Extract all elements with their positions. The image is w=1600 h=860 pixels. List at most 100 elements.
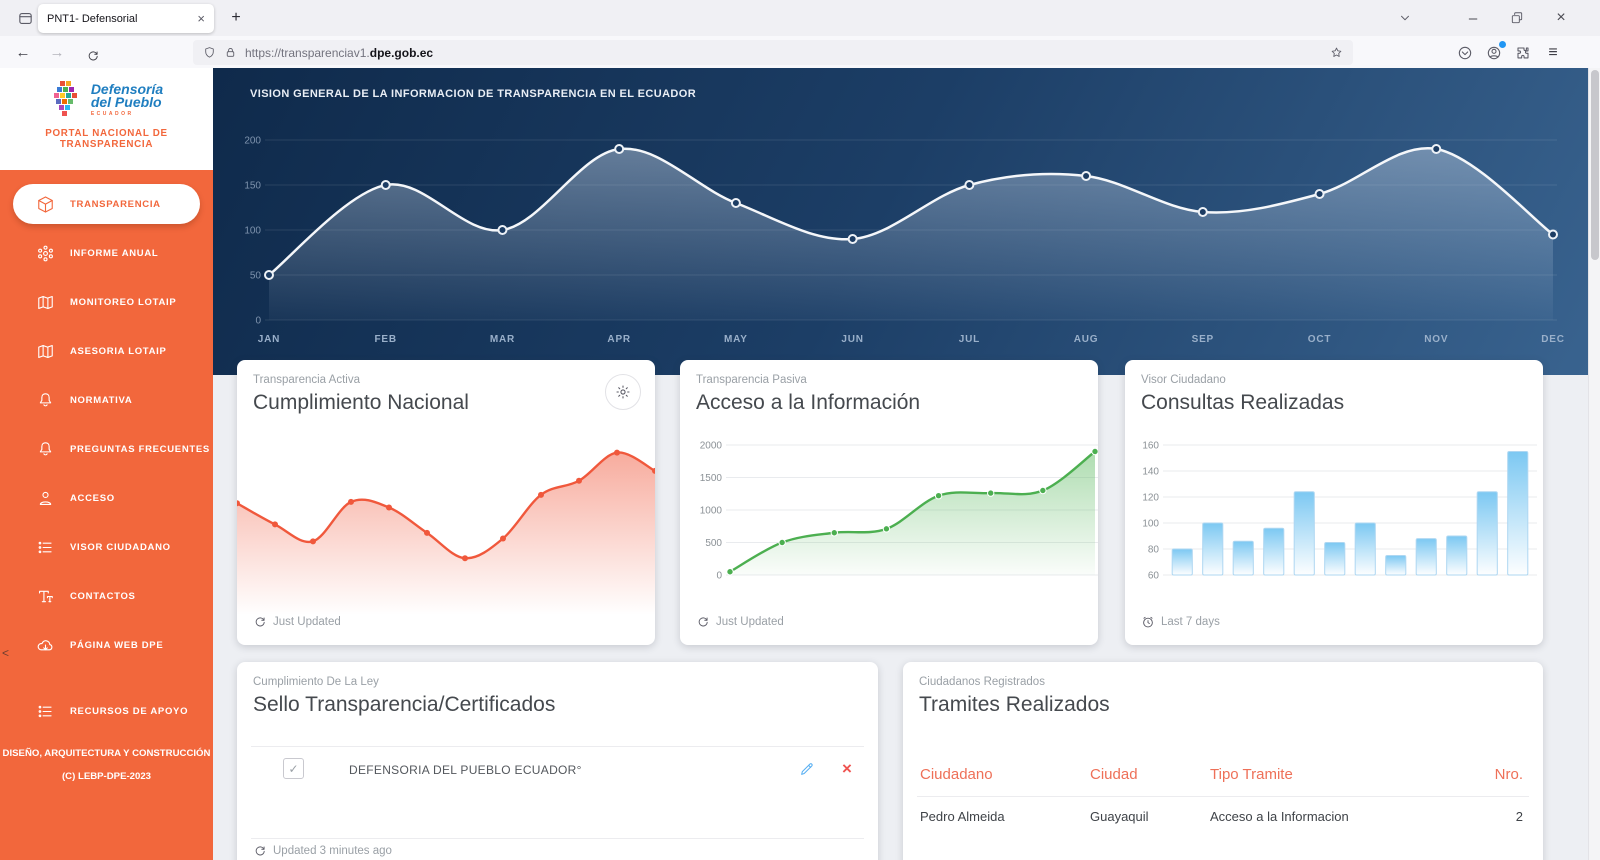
overview-title: VISION GENERAL DE LA INFORMACION DE TRAN… (250, 88, 697, 100)
browser-tab[interactable]: PNT1- Defensorial × (38, 4, 214, 33)
svg-text:DEC: DEC (1541, 334, 1565, 345)
divider (251, 838, 864, 839)
column-header-nro: Nro. (1494, 766, 1523, 783)
new-tab-button[interactable]: + (231, 9, 241, 26)
cell-ciudadano: Pedro Almeida (920, 809, 1005, 824)
person-icon (36, 489, 55, 508)
sidebar-item-normativa[interactable]: NORMATIVA (0, 376, 213, 425)
sidebar-item-recursos-de-apoyo[interactable]: RECURSOS DE APOYO (0, 687, 213, 736)
url-text: https://transparenciav1.dpe.gob.ec (245, 45, 434, 60)
firefox-view-icon[interactable] (12, 6, 38, 30)
svg-text:MAR: MAR (490, 334, 515, 345)
card-sello-transparencia: Cumplimiento De La Ley Sello Transparenc… (237, 662, 878, 860)
map-icon (36, 293, 55, 312)
shield-icon[interactable] (203, 46, 216, 59)
svg-text:140: 140 (1142, 467, 1159, 478)
svg-text:200: 200 (244, 136, 261, 147)
svg-text:JUN: JUN (841, 334, 863, 345)
logo-caption: ECUADOR (90, 111, 134, 117)
edit-button[interactable] (795, 757, 819, 781)
cumplimiento-line-chart (237, 449, 655, 615)
card-subtitle: Ciudadanos Registrados (919, 676, 1045, 688)
url-bar[interactable]: https://transparenciav1.dpe.gob.ec (193, 40, 1353, 65)
svg-text:50: 50 (250, 271, 262, 282)
svg-text:APR: APR (607, 334, 631, 345)
account-icon[interactable] (1481, 41, 1507, 65)
page-scrollbar[interactable] (1588, 68, 1600, 860)
browser-titlebar: PNT1- Defensorial × + – × (0, 0, 1600, 36)
card-footer: Last 7 days (1141, 615, 1220, 629)
sidebar-item-informe-anual[interactable]: INFORME ANUAL (0, 229, 213, 278)
sidebar-item-acceso[interactable]: ACCESO (0, 474, 213, 523)
svg-text:120: 120 (1142, 493, 1159, 504)
svg-text:100: 100 (244, 226, 261, 237)
network-icon (36, 244, 55, 263)
browser-toolbar: ← → https://transparenciav1.dpe.gob.ec ≡ (0, 36, 1600, 69)
card-footer: Updated 3 minutes ago (253, 844, 392, 858)
sello-item-label: DEFENSORIA DEL PUEBLO ECUADOR° (349, 763, 582, 777)
sidebar-item-asesoria-lotaip[interactable]: ASESORIA LOTAIP (0, 327, 213, 376)
refresh-icon (696, 615, 710, 629)
sidebar-collapse-arrow[interactable]: < (2, 646, 10, 660)
remove-button[interactable]: × (842, 759, 852, 778)
cell-tipo-tramite: Acceso a la Informacion (1210, 809, 1349, 824)
sidebar-item-contactos[interactable]: CONTACTOS (0, 572, 213, 621)
sidebar-footer-line1: DISEÑO, ARQUITECTURA Y CONSTRUCCIÓN (2, 748, 211, 759)
card-settings-button[interactable] (605, 374, 641, 410)
back-button[interactable]: ← (15, 44, 31, 61)
card-cumplimiento-nacional: Transparencia Activa Cumplimiento Nacion… (237, 360, 655, 645)
svg-text:0: 0 (255, 316, 261, 327)
sidebar-item-preguntas-frecuentes[interactable]: PREGUNTAS FRECUENTES (0, 425, 213, 474)
cell-ciudad: Guayaquil (1090, 809, 1149, 824)
map-icon (36, 342, 55, 361)
svg-text:0: 0 (716, 571, 722, 582)
bookmark-star-icon[interactable] (1330, 46, 1343, 59)
svg-text:500: 500 (705, 538, 722, 549)
sidebar: Defensoría del Pueblo ECUADOR PORTAL NAC… (0, 68, 213, 860)
pocket-icon[interactable] (1452, 41, 1478, 65)
svg-text:160: 160 (1142, 441, 1159, 452)
divider (251, 746, 864, 747)
card-consultas-realizadas: Visor Ciudadano Consultas Realizadas 60 8… (1125, 360, 1543, 645)
refresh-icon (253, 615, 267, 629)
svg-text:JAN: JAN (258, 334, 280, 345)
tab-close-icon[interactable]: × (197, 11, 205, 26)
close-window-button[interactable]: × (1556, 9, 1566, 26)
scrollbar-thumb[interactable] (1591, 70, 1599, 260)
cube-icon (36, 195, 55, 214)
extensions-icon[interactable] (1510, 41, 1536, 65)
svg-text:SEP: SEP (1192, 334, 1214, 345)
hamburger-menu-icon[interactable]: ≡ (1548, 44, 1558, 61)
sidebar-item-visor-ciudadano[interactable]: VISOR CIUDADANO (0, 523, 213, 572)
svg-text:FEB: FEB (375, 334, 397, 345)
table-header-divider (917, 796, 1529, 797)
tab-title: PNT1- Defensorial (47, 12, 138, 25)
clock-icon (1141, 615, 1155, 629)
overview-panel: VISION GENERAL DE LA INFORMACION DE TRAN… (213, 68, 1588, 375)
sidebar-item-pagina-web-dpe[interactable]: PÁGINA WEB DPE (0, 621, 213, 670)
list-icon (36, 538, 55, 557)
sidebar-header: Defensoría del Pueblo ECUADOR PORTAL NAC… (0, 68, 213, 170)
defensoria-logo: Defensoría del Pueblo ECUADOR (0, 68, 213, 121)
card-title: Tramites Realizados (919, 693, 1110, 716)
list-all-tabs-button[interactable] (1384, 0, 1426, 36)
svg-text:JUL: JUL (959, 334, 980, 345)
sidebar-item-monitoreo-lotaip[interactable]: MONITOREO LOTAIP (0, 278, 213, 327)
sidebar-item-transparencia[interactable]: TRANSPARENCIA (13, 184, 200, 224)
logo-line2: del Pueblo (90, 94, 162, 110)
reload-button[interactable] (80, 41, 106, 65)
card-subtitle: Visor Ciudadano (1141, 374, 1226, 386)
svg-text:MAY: MAY (724, 334, 748, 345)
restore-window-button[interactable] (1496, 0, 1538, 36)
list-icon (36, 702, 55, 721)
lock-icon[interactable] (224, 46, 237, 59)
overview-line-chart: 0 50 100 150 200 JAN FEB MAR APR MAY JUN JUL AUG SEP O… (244, 136, 1565, 346)
forward-button[interactable]: → (49, 44, 65, 61)
sello-checkbox[interactable]: ✓ (283, 758, 304, 779)
minimize-button[interactable]: – (1468, 9, 1478, 27)
pencil-icon (799, 761, 815, 777)
svg-text:1000: 1000 (700, 506, 723, 517)
svg-text:60: 60 (1148, 571, 1160, 582)
svg-text:80: 80 (1148, 545, 1160, 556)
refresh-icon (253, 844, 267, 858)
